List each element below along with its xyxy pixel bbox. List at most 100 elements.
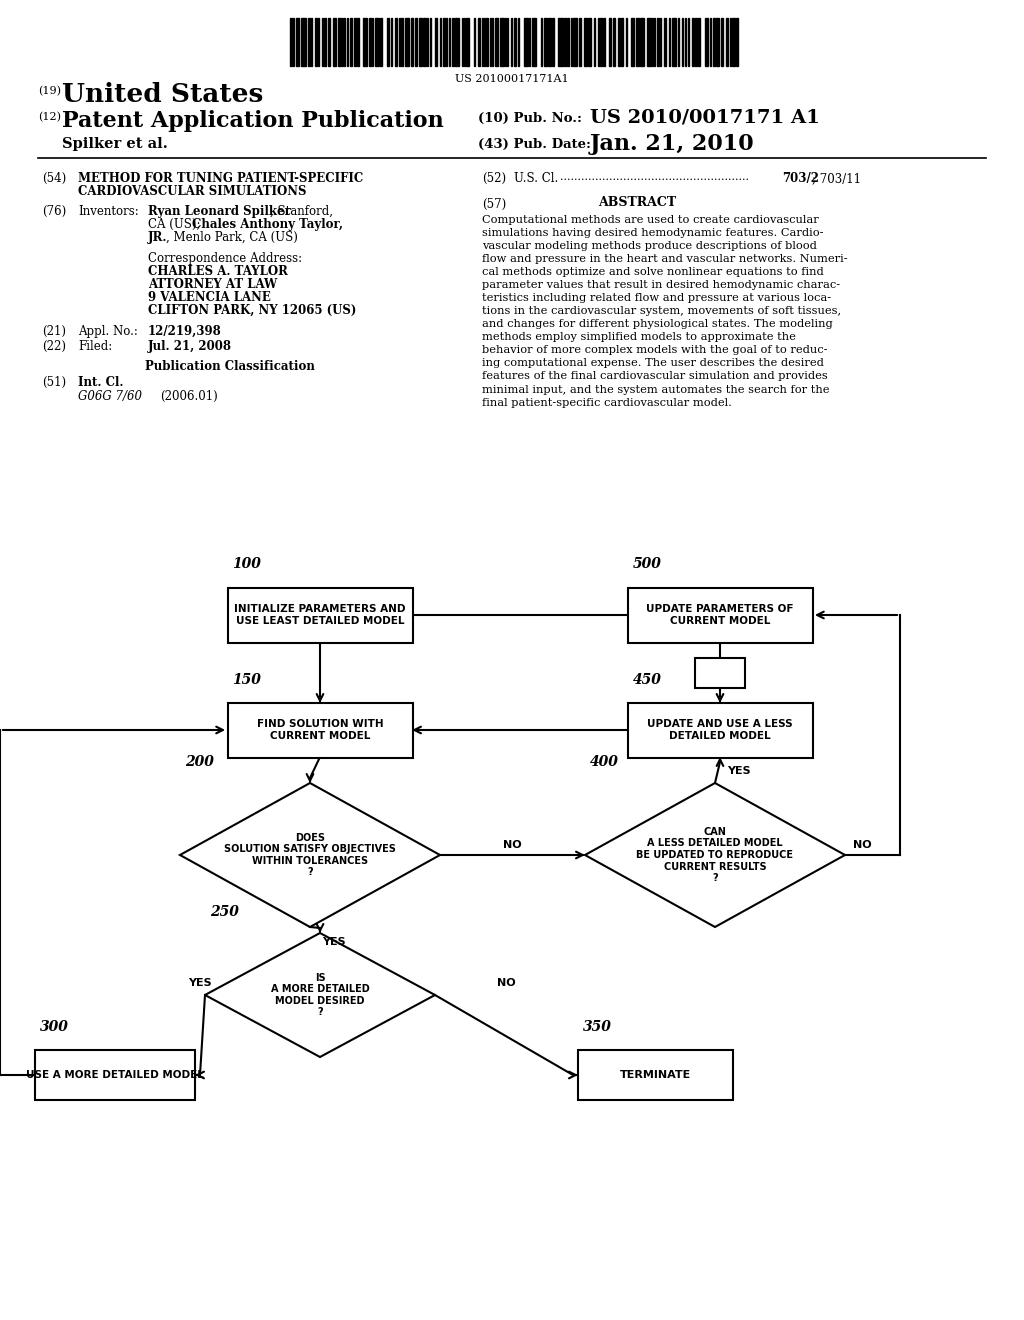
Text: 300: 300 [40,1020,69,1034]
Text: METHOD FOR TUNING PATIENT-SPECIFIC: METHOD FOR TUNING PATIENT-SPECIFIC [78,172,364,185]
Text: (76): (76) [42,205,67,218]
Text: Chales Anthony Taylor,: Chales Anthony Taylor, [193,218,343,231]
Bar [578,1049,732,1100]
Bar [354,18,356,66]
Bar [406,18,409,66]
Text: CHARLES A. TAYLOR: CHARLES A. TAYLOR [148,265,288,279]
Text: Spilker et al.: Spilker et al. [62,137,168,150]
Bar [579,18,581,66]
Bar [588,18,591,66]
Bar [357,18,359,66]
Polygon shape [585,783,845,927]
Bar [631,18,634,66]
Bar [600,18,602,66]
Text: 500: 500 [633,557,662,572]
Text: Publication Classification: Publication Classification [145,360,315,374]
Bar [380,18,382,66]
Bar [584,18,587,66]
Text: 150: 150 [232,672,261,686]
Bar [308,18,310,66]
Bar [328,18,330,66]
Text: NO: NO [498,978,516,987]
Bar [621,18,623,66]
Bar [544,18,547,66]
Text: (54): (54) [42,172,67,185]
Text: DOES
SOLUTION SATISFY OBJECTIVES
WITHIN TOLERANCES
?: DOES SOLUTION SATISFY OBJECTIVES WITHIN … [224,833,396,878]
Text: Filed:: Filed: [78,341,113,352]
Bar [698,18,700,66]
Text: FIND SOLUTION WITH
CURRENT MODEL: FIND SOLUTION WITH CURRENT MODEL [257,719,383,741]
Text: UPDATE PARAMETERS OF
CURRENT MODEL: UPDATE PARAMETERS OF CURRENT MODEL [646,605,794,626]
Text: Inventors:: Inventors: [78,205,138,218]
Text: , Menlo Park, CA (US): , Menlo Park, CA (US) [166,231,298,244]
Text: 400: 400 [590,755,618,770]
Bar [552,18,554,66]
Bar [618,18,620,66]
Text: Jan. 21, 2010: Jan. 21, 2010 [590,133,755,154]
Bar [227,587,413,643]
Text: UPDATE AND USE A LESS
DETAILED MODEL: UPDATE AND USE A LESS DETAILED MODEL [647,719,793,741]
Text: (21): (21) [42,325,66,338]
Text: CLIFTON PARK, NY 12065 (US): CLIFTON PARK, NY 12065 (US) [148,304,356,317]
Text: (19): (19) [38,86,61,96]
Bar [705,18,708,66]
Bar [387,18,389,66]
Bar [721,18,723,66]
Text: ; 703/11: ; 703/11 [812,172,861,185]
Text: Int. Cl.: Int. Cl. [78,376,124,389]
Text: (57): (57) [482,198,506,211]
Text: YES: YES [727,766,751,776]
Text: 350: 350 [583,1020,611,1034]
Text: 9 VALENCIA LANE: 9 VALENCIA LANE [148,290,271,304]
Bar [628,702,812,758]
Bar [567,18,569,66]
Text: Appl. No.:: Appl. No.: [78,325,138,338]
Text: United States: United States [62,82,263,107]
Text: NO: NO [503,840,522,850]
Text: NO: NO [853,840,871,850]
Bar [301,18,306,66]
Bar [415,18,417,66]
Bar [514,18,516,66]
Text: TERMINATE: TERMINATE [620,1071,690,1080]
Text: USE A MORE DETAILED MODEL: USE A MORE DETAILED MODEL [26,1071,204,1080]
Bar [435,18,437,66]
Bar [500,18,504,66]
Text: Computational methods are used to create cardiovascular
simulations having desir: Computational methods are used to create… [482,215,848,408]
Bar [647,18,651,66]
Bar [726,18,728,66]
Text: INITIALIZE PARAMETERS AND
USE LEAST DETAILED MODEL: INITIALIZE PARAMETERS AND USE LEAST DETA… [234,605,406,626]
Text: YES: YES [188,978,212,987]
Text: 200: 200 [185,755,214,770]
Polygon shape [180,783,440,927]
Bar [716,18,719,66]
Bar [548,18,551,66]
Text: ......................................................: ........................................… [560,172,749,182]
Text: (52): (52) [482,172,506,185]
Bar [532,18,536,66]
Bar [564,18,566,66]
Bar [695,657,745,688]
Bar [411,18,413,66]
Bar [628,587,812,643]
Text: JR.: JR. [148,231,168,244]
Bar [324,18,326,66]
Bar [443,18,445,66]
Text: 450: 450 [633,672,662,686]
Bar [657,18,659,66]
Bar [603,18,605,66]
Bar [290,18,292,66]
Bar [636,18,639,66]
Bar [613,18,615,66]
Text: 250: 250 [210,906,239,919]
Bar [695,18,697,66]
Text: Jul. 21, 2008: Jul. 21, 2008 [148,341,232,352]
Text: (12): (12) [38,112,61,123]
Polygon shape [205,933,435,1057]
Bar [713,18,715,66]
Bar [423,18,426,66]
Bar [395,18,397,66]
Bar [333,18,336,66]
Bar [664,18,666,66]
Text: 703/2: 703/2 [782,172,819,185]
